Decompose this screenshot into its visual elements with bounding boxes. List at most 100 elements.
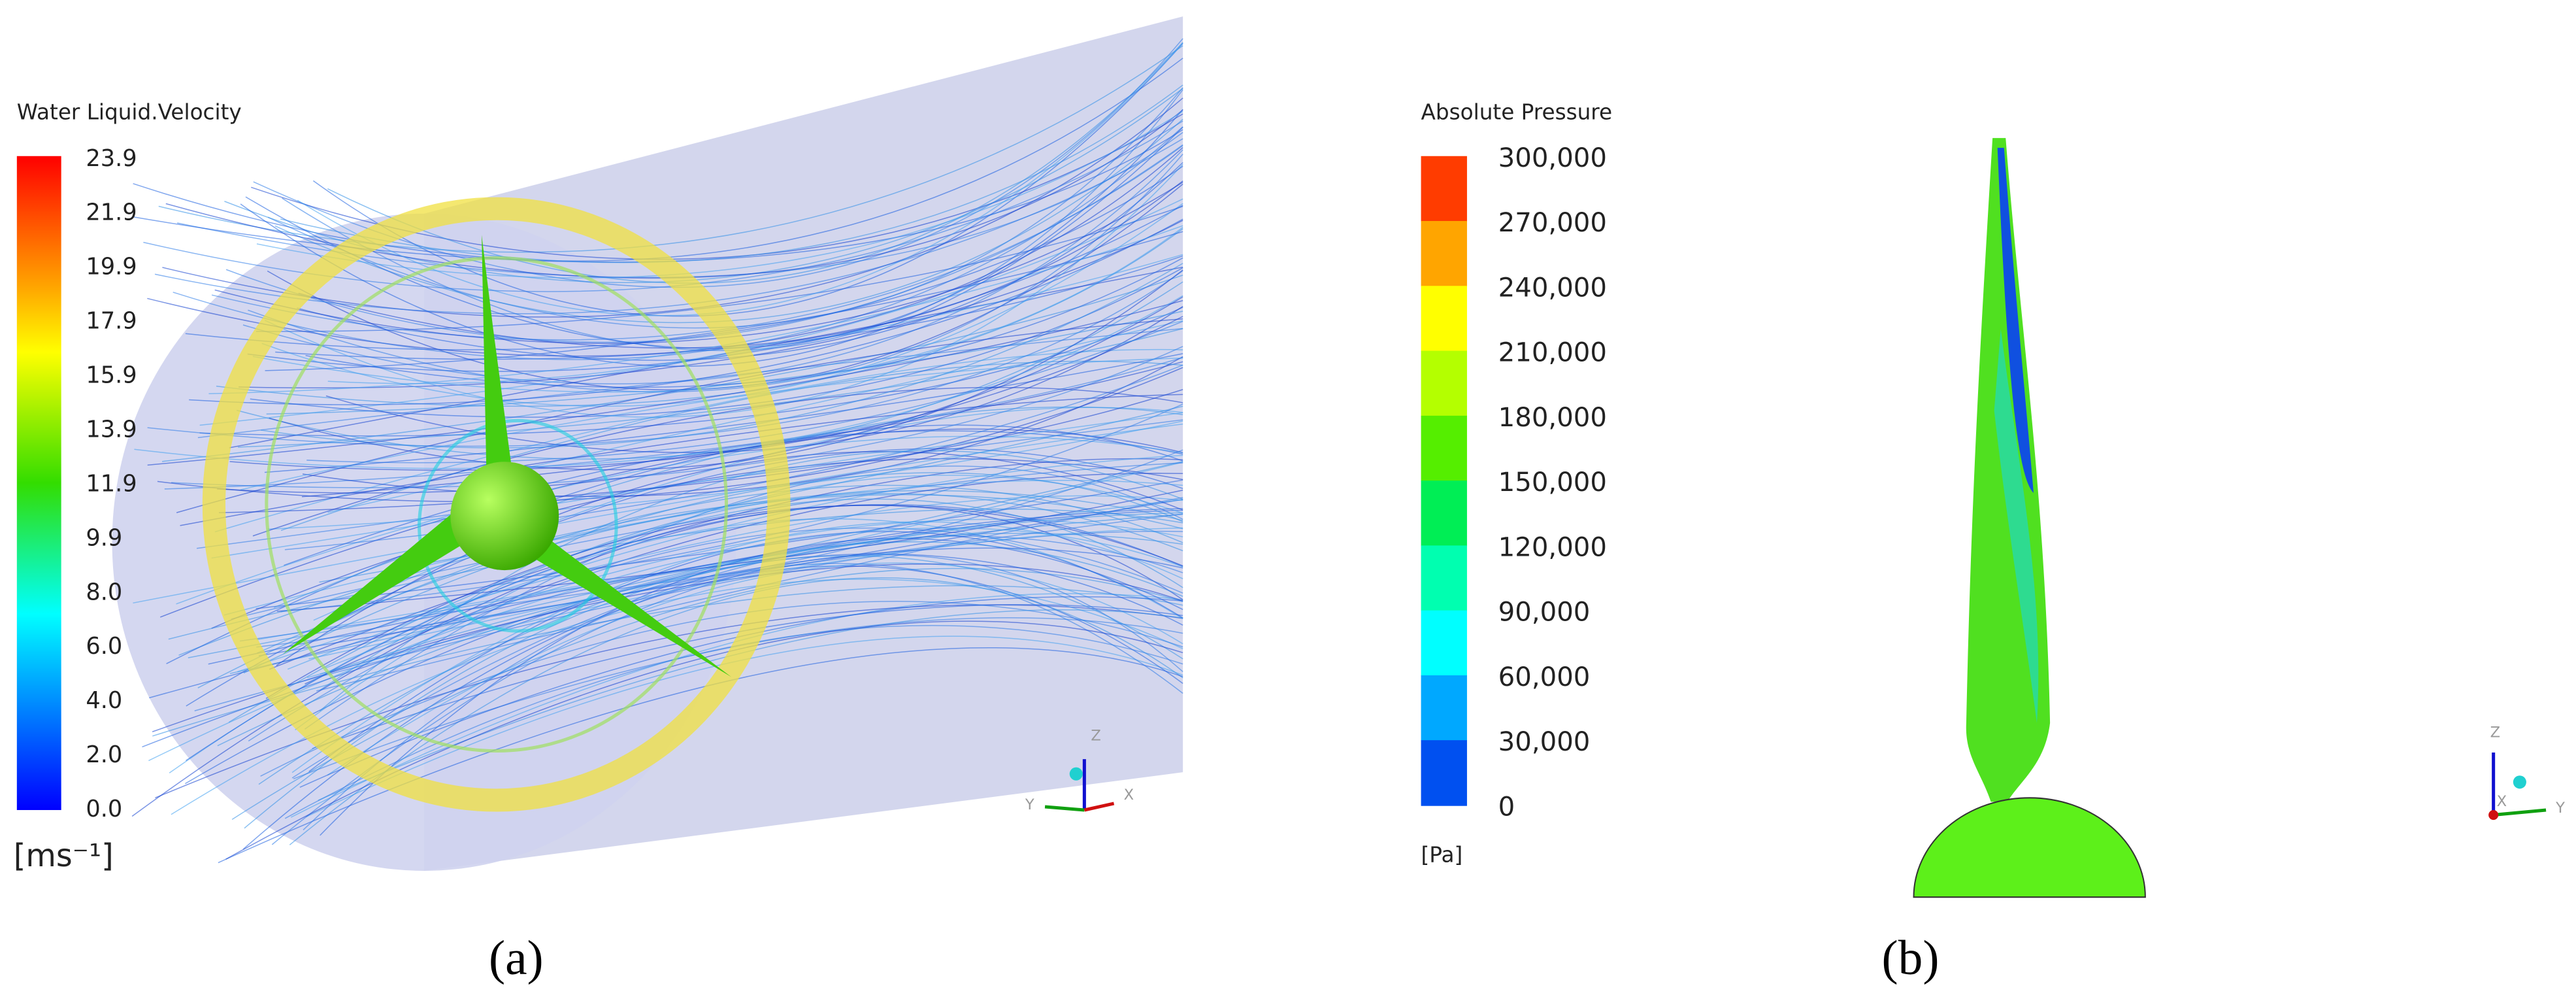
pressure-scene (1913, 138, 2146, 898)
colorbar-tick-label: 4.0 (86, 687, 122, 714)
streamline (186, 448, 1183, 707)
streamline (149, 508, 1183, 699)
streamline (306, 527, 1183, 679)
pressure-colorbar (1421, 156, 1467, 806)
unit-label: [Pa] (1421, 842, 1463, 867)
blade-gradient (1994, 328, 2039, 723)
streamline (217, 296, 1183, 494)
streamline (287, 454, 1183, 670)
blade (282, 492, 493, 654)
colorbar-tick-label: 13.9 (86, 416, 137, 443)
streamline (258, 541, 1183, 785)
streamline (197, 328, 1183, 439)
streamline (211, 458, 1183, 629)
streamline (158, 45, 1183, 253)
streamline (157, 367, 1183, 502)
streamline (280, 84, 1183, 263)
streamline (176, 435, 1183, 605)
streamline (327, 198, 1183, 384)
colorbar-band (1421, 675, 1467, 741)
streamline (274, 118, 1183, 324)
streamline (312, 604, 1183, 749)
streamline (185, 165, 1183, 350)
axis-triad: Z Y X (2488, 724, 2565, 821)
streamline (133, 423, 1183, 604)
streamline (261, 203, 1183, 407)
colorbar-tick-label: 6.0 (86, 633, 122, 660)
streamline (242, 566, 1183, 850)
colorbar-tick-label: 21.9 (86, 199, 137, 226)
colorbar-tick-label: 23.9 (86, 145, 137, 172)
axis-label: X (2497, 793, 2507, 810)
streamline (211, 412, 1183, 559)
streamline (275, 255, 1183, 360)
streamline (171, 579, 1183, 815)
streamline (316, 497, 1183, 692)
axis-label: X (1124, 787, 1134, 804)
streamline (269, 269, 1183, 471)
colorbar-tick-label: 210,000 (1498, 338, 1607, 368)
velocity-scene (112, 16, 1183, 871)
streamline (142, 547, 1183, 748)
hub-dome (1913, 797, 2146, 898)
streamline (197, 484, 1183, 688)
streamline (216, 228, 1183, 407)
colorbar-tick-label: 2.0 (86, 741, 122, 768)
colorbar-band (1421, 610, 1467, 677)
axis-label: Y (1025, 796, 1034, 813)
streamline (242, 149, 1183, 384)
blade-low-pressure (1997, 148, 2034, 493)
colorbar-tick-label: 8.0 (86, 579, 122, 605)
streamline (152, 585, 1183, 737)
blade (529, 533, 732, 677)
streamline (147, 300, 1183, 466)
streamline (134, 295, 1183, 469)
unit-label: [ms⁻¹] (14, 838, 114, 874)
colorbar-tick-label: 90,000 (1498, 598, 1591, 628)
streamline (271, 554, 1183, 845)
colorbar-tick-label: 300,000 (1498, 143, 1607, 173)
streamline (265, 505, 1183, 700)
colorbar-band (1421, 221, 1467, 287)
streamline (260, 263, 1183, 449)
colorbar-band (1421, 415, 1467, 482)
streamline (319, 405, 1183, 583)
streamline (256, 205, 1183, 332)
streamline (148, 527, 1183, 762)
streamline (297, 42, 1183, 316)
colorbar-tick-label: 11.9 (86, 470, 137, 497)
streamline (306, 635, 1183, 818)
axis-label: Z (2490, 724, 2500, 741)
streamline (239, 220, 1183, 389)
streamline (305, 257, 1183, 388)
colorbar-tick-label: 60,000 (1498, 662, 1591, 692)
colorbar-band (1421, 286, 1467, 352)
streamline (208, 225, 1183, 394)
streamline (290, 593, 1183, 818)
colorbar-tick-label: 9.9 (86, 524, 122, 551)
streamline (176, 318, 1183, 513)
streamline (252, 227, 1183, 393)
colorbar-band (1421, 740, 1467, 806)
streamline (256, 449, 1183, 648)
colorbar-tick-label: 180,000 (1498, 403, 1607, 433)
streamline (229, 316, 1183, 471)
colorbar-tick-label: 120,000 (1498, 532, 1607, 562)
streamline (312, 42, 1183, 317)
caption: (b) (1882, 931, 1940, 985)
streamline (327, 42, 1183, 284)
caption: (a) (489, 931, 544, 985)
streamline (284, 624, 1183, 819)
streamline (280, 403, 1183, 613)
colorbar-tick-label: 30,000 (1498, 727, 1591, 757)
hub (450, 462, 559, 571)
streamline (239, 513, 1183, 642)
swirl-inner (265, 256, 729, 753)
streamline (224, 88, 1183, 283)
streamline (240, 126, 1183, 367)
streamline (217, 532, 1183, 747)
colorbar-band (1421, 481, 1467, 547)
blade (482, 235, 513, 480)
streamline (244, 555, 1183, 829)
